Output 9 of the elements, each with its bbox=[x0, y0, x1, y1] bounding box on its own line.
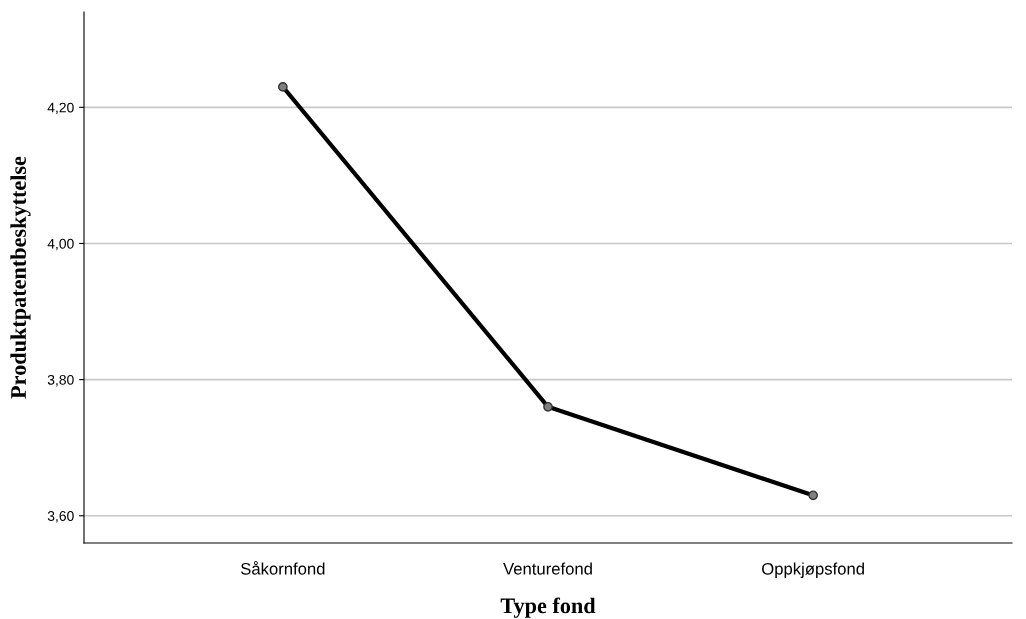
y-tick-label: 3,80 bbox=[47, 374, 74, 387]
x-tick-label: Oppkjøpsfond bbox=[762, 562, 864, 578]
x-axis-title: Type fond bbox=[500, 597, 596, 618]
x-tick-label: Venturefond bbox=[503, 562, 592, 575]
y-axis-title: Produktpatentbeskyttelse bbox=[10, 156, 31, 399]
y-tick-label: 3,60 bbox=[47, 511, 74, 523]
y-tick-label: 4,00 bbox=[47, 238, 74, 251]
x-tick-label: Såkornfond bbox=[241, 561, 325, 575]
y-tick-label: 4,20 bbox=[47, 102, 74, 115]
